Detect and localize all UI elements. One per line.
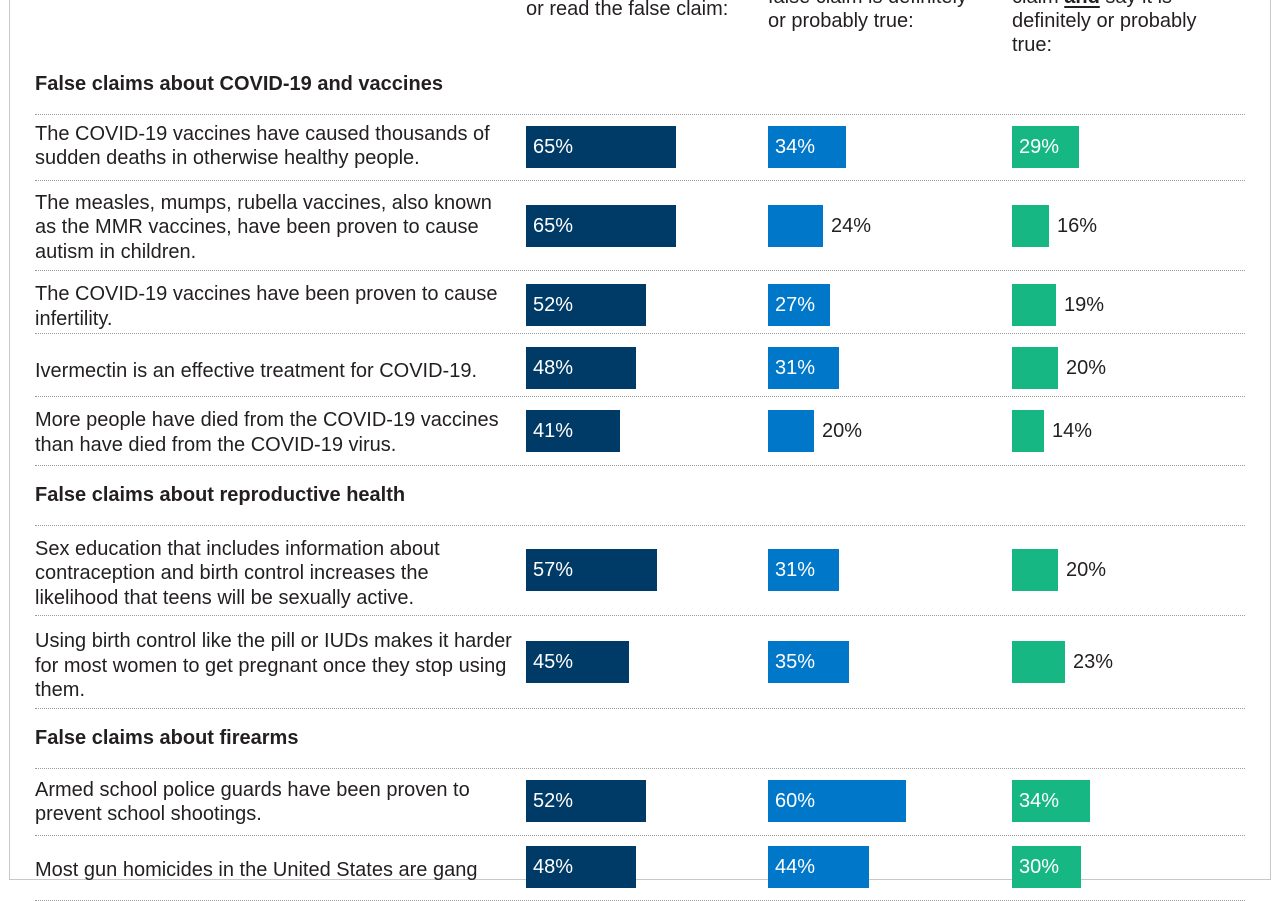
section-title: False claims about firearms bbox=[35, 727, 299, 749]
claim-text: Sex education that includes information … bbox=[35, 537, 440, 609]
data-label: 20% bbox=[1066, 559, 1107, 581]
section-title: False claims about reproductive health bbox=[35, 484, 406, 506]
column-header-heard: or read the false claim: bbox=[526, 0, 729, 20]
bar-series-1 bbox=[526, 284, 646, 326]
data-label: 34% bbox=[1019, 790, 1060, 812]
claim-text: The COVID-19 vaccines have been proven t… bbox=[35, 283, 498, 330]
column-header-heard-and-believe: claim and say it isdefinitely or probabl… bbox=[1012, 0, 1197, 57]
data-label: 16% bbox=[1057, 215, 1098, 237]
data-label: 44% bbox=[775, 856, 816, 878]
claim-text: Ivermectin is an effective treatment for… bbox=[35, 360, 478, 383]
row-separator bbox=[35, 333, 1245, 334]
section-title: False claims about COVID-19 and vaccines bbox=[35, 73, 443, 95]
data-label: 65% bbox=[533, 136, 574, 158]
claim-text: Most gun homicides in the United States … bbox=[35, 858, 478, 881]
row-separator bbox=[35, 525, 1245, 526]
data-label: 52% bbox=[533, 294, 574, 316]
row-separator bbox=[35, 708, 1245, 709]
bar-series-1 bbox=[526, 780, 646, 822]
bar-series-2 bbox=[768, 284, 830, 326]
row-separator bbox=[35, 114, 1245, 115]
bar-series-1 bbox=[526, 205, 676, 247]
emphasis-and: and bbox=[1064, 0, 1100, 8]
data-label: 65% bbox=[533, 215, 574, 237]
bar-series-3 bbox=[1012, 284, 1056, 326]
bar-series-2 bbox=[768, 126, 846, 168]
row-separator bbox=[35, 396, 1245, 397]
bar-series-1 bbox=[526, 347, 636, 389]
data-label: 41% bbox=[533, 420, 574, 442]
data-label: 27% bbox=[775, 294, 816, 316]
data-label: 52% bbox=[533, 790, 574, 812]
row-separator bbox=[35, 768, 1245, 769]
data-label: 31% bbox=[775, 559, 816, 581]
bar-series-3 bbox=[1012, 347, 1058, 389]
bar-series-2 bbox=[768, 347, 839, 389]
row-separator bbox=[35, 615, 1245, 616]
row-separator bbox=[35, 835, 1245, 836]
claim-text: Armed school police guards have been pro… bbox=[35, 778, 470, 826]
data-label: 35% bbox=[775, 651, 816, 673]
data-label: 29% bbox=[1019, 136, 1060, 158]
data-label: 31% bbox=[775, 357, 816, 379]
bar-series-2 bbox=[768, 205, 823, 247]
bar-series-3 bbox=[1012, 780, 1090, 822]
data-label: 48% bbox=[533, 856, 574, 878]
bar-series-3 bbox=[1012, 205, 1049, 247]
data-label: 20% bbox=[822, 420, 863, 442]
data-label: 23% bbox=[1073, 651, 1114, 673]
data-label: 34% bbox=[775, 136, 816, 158]
claim-text: The COVID-19 vaccines have caused thousa… bbox=[35, 122, 490, 170]
data-label: 24% bbox=[831, 215, 872, 237]
bar-series-2 bbox=[768, 641, 849, 683]
bar-series-1 bbox=[526, 126, 676, 168]
bar-series-1 bbox=[526, 641, 629, 683]
bar-series-3 bbox=[1012, 641, 1065, 683]
data-label: 20% bbox=[1066, 357, 1107, 379]
claim-text: The measles, mumps, rubella vaccines, al… bbox=[35, 191, 492, 263]
claim-text: More people have died from the COVID-19 … bbox=[35, 409, 499, 456]
data-label: 60% bbox=[775, 790, 816, 812]
data-label: 14% bbox=[1052, 420, 1093, 442]
bar-series-1 bbox=[526, 410, 620, 452]
data-label: 57% bbox=[533, 559, 574, 581]
row-separator bbox=[35, 270, 1245, 271]
bar-series-2 bbox=[768, 780, 906, 822]
data-label: 48% bbox=[533, 357, 574, 379]
row-separator bbox=[35, 465, 1245, 466]
bar-series-3 bbox=[1012, 549, 1058, 591]
bar-series-1 bbox=[526, 549, 657, 591]
data-label: 19% bbox=[1064, 294, 1105, 316]
claim-text: Using birth control like the pill or IUD… bbox=[35, 630, 512, 702]
bar-series-3 bbox=[1012, 126, 1079, 168]
data-label: 30% bbox=[1019, 856, 1060, 878]
data-label: 45% bbox=[533, 651, 574, 673]
row-separator bbox=[35, 180, 1245, 181]
bar-series-2 bbox=[768, 410, 814, 452]
bar-series-2 bbox=[768, 549, 839, 591]
bar-series-3 bbox=[1012, 410, 1044, 452]
